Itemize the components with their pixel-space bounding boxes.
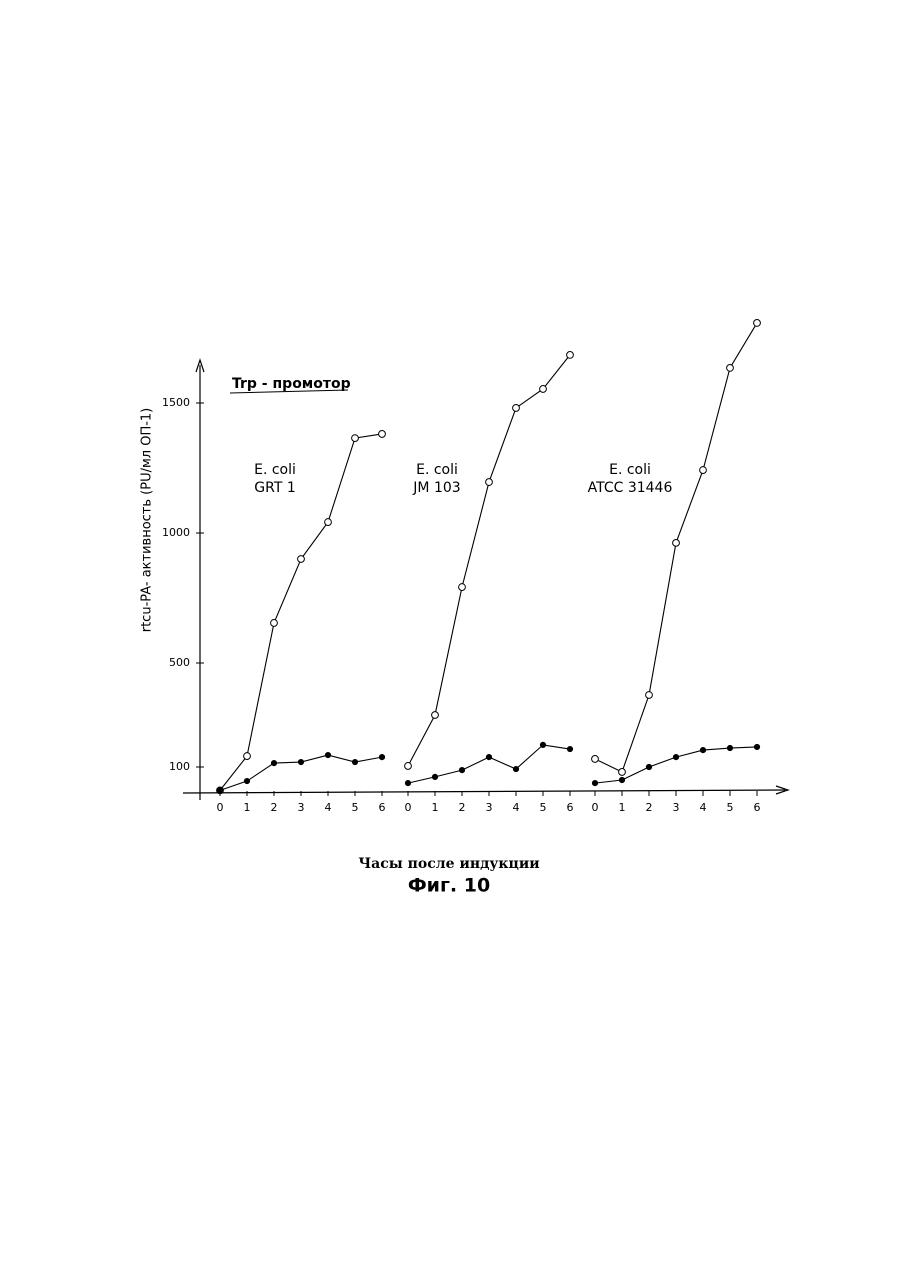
x-tick-label: 6 [567,801,574,814]
data-point [513,405,520,412]
data-point [486,755,491,760]
x-tick-label: 0 [217,801,224,814]
data-point [405,763,412,770]
data-point [379,431,386,438]
annotation: E. coli [609,462,651,478]
data-point [325,519,332,526]
data-point [513,766,518,771]
data-point [379,755,384,760]
x-tick-label: 2 [459,801,466,814]
data-point [592,781,597,786]
data-point [540,386,547,393]
data-point [244,753,251,760]
figure-caption: Фиг. 10 [408,875,490,897]
data-point [432,774,437,779]
x-axis-label: Часы после индукции [358,856,539,872]
series-line [595,747,757,783]
x-tick-label: 2 [646,801,653,814]
x-tick-label: 5 [352,801,359,814]
data-point [352,759,357,764]
series-line [408,355,570,766]
data-point [592,756,599,763]
series-line [220,434,382,790]
data-point [673,755,678,760]
y-tick-label: 500 [169,656,190,669]
x-tick-label: 3 [673,801,680,814]
data-point [673,539,680,546]
series-line [595,323,757,772]
data-point [459,768,464,773]
data-point [727,365,734,372]
data-point [619,777,624,782]
annotation: JM 103 [412,480,460,496]
x-tick-label: 6 [379,801,386,814]
data-point [271,620,278,627]
x-tick-label: 0 [592,801,599,814]
data-point [700,467,707,474]
data-point [325,752,330,757]
x-tick-label: 2 [271,801,278,814]
x-tick-label: 1 [244,801,251,814]
data-point [619,769,626,776]
page: Trp - промотор rtcu-PA- активность (PU/м… [0,0,900,1273]
x-tick-label: 0 [405,801,412,814]
data-point [754,320,761,327]
x-tick-label: 5 [727,801,734,814]
data-point [540,742,545,747]
x-tick-label: 4 [700,801,707,814]
annotation: E. coli [254,462,296,478]
annotation: ATCC 31446 [588,480,673,496]
data-point [567,352,574,359]
data-point [298,759,303,764]
data-point [754,744,759,749]
annotation: E. coli [416,462,458,478]
x-tick-label: 3 [298,801,305,814]
data-point [727,745,732,750]
x-tick-label: 1 [432,801,439,814]
x-tick-label: 3 [486,801,493,814]
y-axis-label: rtcu-PA- активность (PU/мл ОП-1) [140,408,155,633]
data-point [567,746,572,751]
data-point [217,788,222,793]
data-point [432,712,439,719]
data-point [298,556,305,563]
data-point [271,761,276,766]
x-axis [183,790,785,793]
y-tick-label: 100 [169,760,190,773]
data-point [459,584,466,591]
x-tick-label: 6 [754,801,761,814]
data-point [646,692,653,699]
data-point [486,479,493,486]
y-tick-label: 1000 [162,526,190,539]
x-tick-label: 4 [513,801,520,814]
x-tick-label: 5 [540,801,547,814]
data-point [700,748,705,753]
y-tick-label: 1500 [162,396,190,409]
data-point [244,778,249,783]
data-point [405,781,410,786]
data-point [352,435,359,442]
annotation: GRT 1 [254,480,295,496]
x-tick-label: 1 [619,801,626,814]
x-tick-label: 4 [325,801,332,814]
chart-title: Trp - промотор [232,376,351,392]
data-point [646,764,651,769]
chart: Trp - промотор rtcu-PA- активность (PU/м… [0,0,900,1273]
